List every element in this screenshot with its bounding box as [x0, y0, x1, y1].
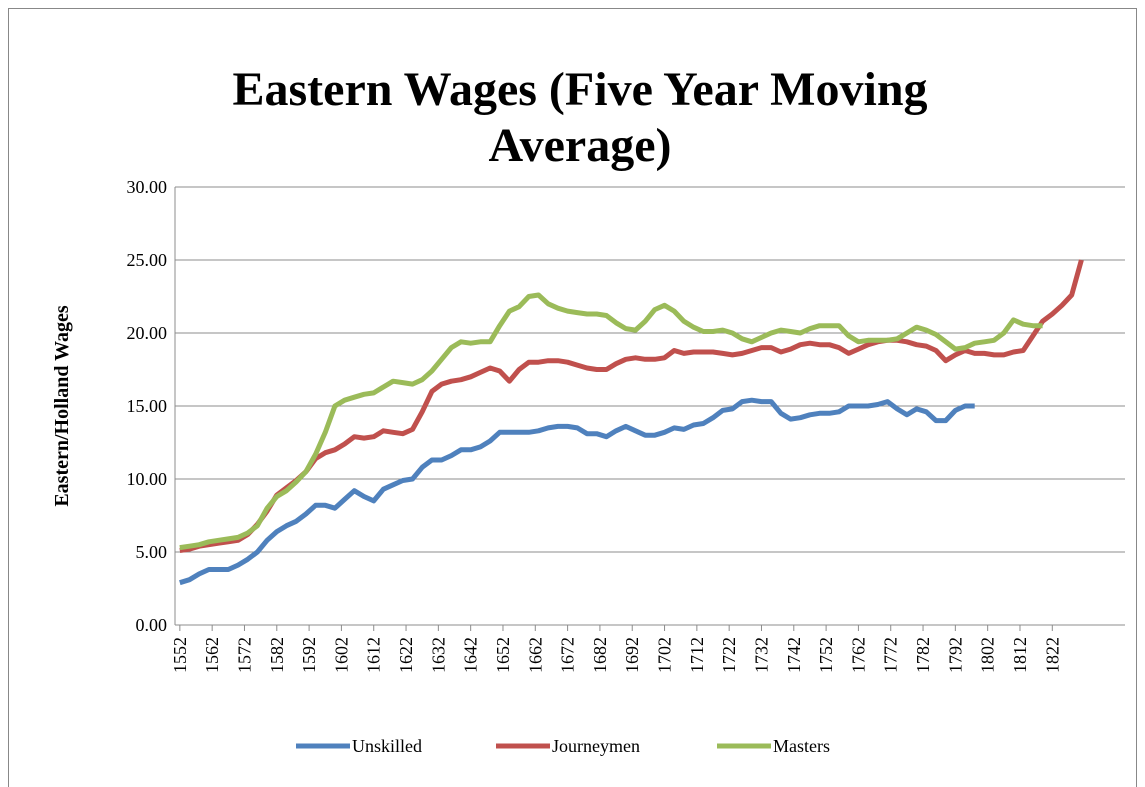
y-tick-label: 10.00 — [127, 469, 168, 489]
x-tick-label: 1562 — [202, 637, 222, 673]
x-tick-label: 1822 — [1042, 637, 1062, 673]
x-tick-label: 1702 — [655, 637, 675, 673]
x-tick-label: 1582 — [267, 637, 287, 673]
x-tick-label: 1612 — [364, 637, 384, 673]
x-tick-label: 1662 — [525, 637, 545, 673]
x-tick-label: 1812 — [1010, 637, 1030, 673]
legend-label: Unskilled — [352, 736, 422, 756]
x-tick-label: 1692 — [622, 637, 642, 673]
x-tick-label: 1722 — [719, 637, 739, 673]
chart-frame — [8, 8, 1137, 787]
x-tick-label: 1652 — [493, 637, 513, 673]
x-tick-label: 1592 — [299, 637, 319, 673]
legend-label: Masters — [773, 736, 830, 756]
x-tick-label: 1802 — [978, 637, 998, 673]
y-tick-label: 0.00 — [136, 615, 168, 635]
x-tick-label: 1772 — [881, 637, 901, 673]
x-tick-label: 1712 — [687, 637, 707, 673]
x-tick-label: 1752 — [816, 637, 836, 673]
x-tick-label: 1572 — [234, 637, 254, 673]
y-tick-label: 20.00 — [127, 323, 168, 343]
x-tick-label: 1682 — [590, 637, 610, 673]
x-tick-label: 1622 — [396, 637, 416, 673]
series-line — [179, 292, 1043, 551]
y-tick-label: 15.00 — [127, 396, 168, 416]
y-axis-label: Eastern/Holland Wages — [51, 305, 73, 507]
series-line — [179, 259, 1084, 553]
x-tick-label: 1762 — [848, 637, 868, 673]
x-tick-label: 1642 — [461, 637, 481, 673]
x-tick-label: 1782 — [913, 637, 933, 673]
x-tick-label: 1742 — [784, 637, 804, 673]
x-tick-label: 1632 — [428, 637, 448, 673]
x-tick-label: 1792 — [945, 637, 965, 673]
y-tick-label: 25.00 — [127, 250, 168, 270]
x-tick-label: 1732 — [751, 637, 771, 673]
y-tick-label: 5.00 — [136, 542, 168, 562]
chart-title: Eastern Wages (Five Year Moving Average) — [232, 63, 928, 172]
x-tick-label: 1552 — [170, 637, 190, 673]
series-line — [179, 397, 975, 586]
x-tick-label: 1672 — [558, 637, 578, 673]
legend-label: Journeymen — [552, 736, 640, 756]
y-tick-label: 30.00 — [127, 177, 168, 197]
x-tick-label: 1602 — [331, 637, 351, 673]
